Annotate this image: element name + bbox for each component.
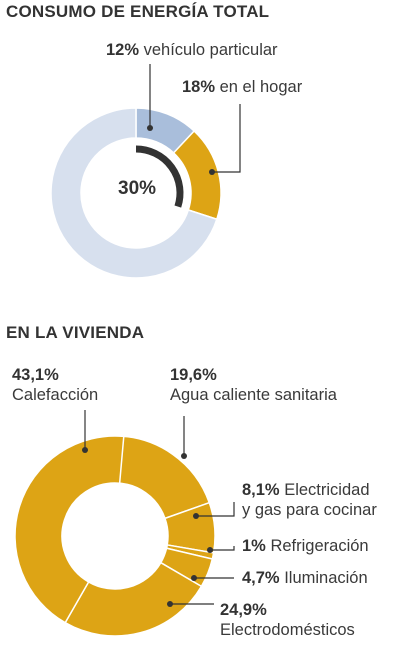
leader-dot <box>207 547 213 553</box>
slice-label-hot-water: 19,6% Agua caliente sanitaria <box>170 365 337 405</box>
slice-text-line2: y gas para cocinar <box>242 501 377 519</box>
slice-value: 4,7% <box>242 569 280 587</box>
leader-dot <box>191 575 197 581</box>
slice-label-heating: 43,1% Calefacción <box>12 365 98 405</box>
donut-slice <box>50 107 218 279</box>
slice-text: Refrigeración <box>270 537 369 555</box>
slice-value: 1% <box>242 537 266 555</box>
donut-slice <box>14 435 125 624</box>
chart-title-housing: EN LA VIVIENDA <box>6 323 145 342</box>
leader-dot <box>147 125 153 131</box>
slice-label-lighting: 4,7% Iluminación <box>242 568 368 588</box>
chart-title-total: CONSUMO DE ENERGÍA TOTAL <box>6 2 270 21</box>
donut-center-value: 30% <box>118 178 157 199</box>
slice-label-appliances: 24,9% Electrodomésticos <box>220 600 355 640</box>
slice-label-home: 18% en el hogar <box>182 77 302 97</box>
slice-label-refrigeration: 1% Refrigeración <box>242 536 369 556</box>
leader-dot <box>181 453 187 459</box>
leader-line <box>212 104 241 173</box>
slice-label-electricity-gas: 8,1% Electricidad y gas para cocinar <box>242 480 377 520</box>
slice-value: 8,1% <box>242 481 280 499</box>
slice-value: 12% <box>106 41 140 59</box>
slice-text: Calefacción <box>12 386 99 404</box>
slice-value: 24,9% <box>220 601 267 619</box>
leader-line <box>210 546 235 551</box>
housing-donut <box>14 435 216 637</box>
leader-dot <box>82 447 88 453</box>
slice-text: vehículo particular <box>143 41 278 59</box>
label-leader-lines <box>82 64 241 607</box>
slice-text: Electrodomésticos <box>220 621 355 639</box>
slice-value: 18% <box>182 78 216 96</box>
leader-dot <box>167 601 173 607</box>
slice-text: Agua caliente sanitaria <box>170 386 337 404</box>
slice-value: 19,6% <box>170 366 217 384</box>
donut-slice <box>114 435 211 520</box>
slice-text: Electricidad <box>284 481 370 499</box>
slice-label-vehicle: 12% vehículo particular <box>106 40 278 60</box>
donut-slice <box>64 561 203 637</box>
slice-text: en el hogar <box>219 78 303 96</box>
slice-text: Iluminación <box>284 569 368 587</box>
home-share-arc <box>135 145 184 208</box>
slice-value: 43,1% <box>12 366 59 384</box>
leader-dot <box>193 513 199 519</box>
leader-line <box>196 502 235 517</box>
leader-dot <box>209 169 215 175</box>
